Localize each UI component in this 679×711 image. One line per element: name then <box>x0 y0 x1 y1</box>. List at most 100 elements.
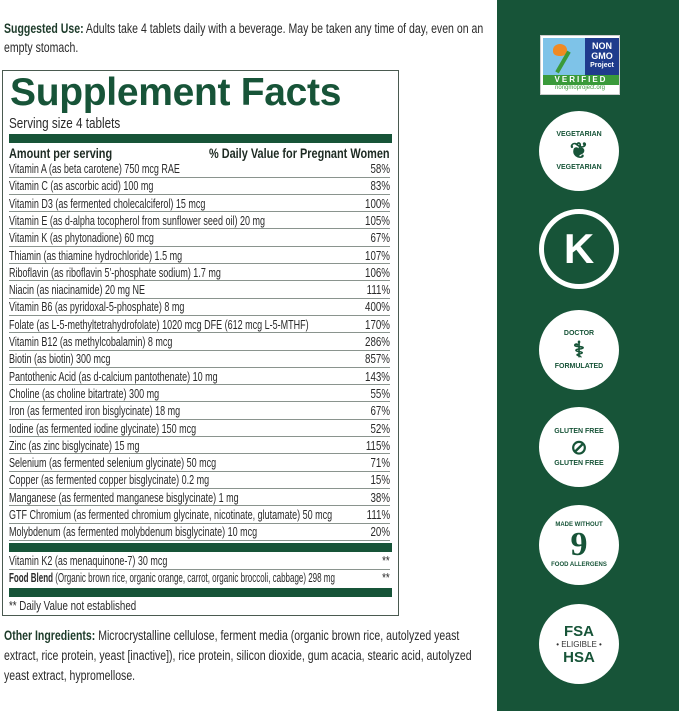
nutrient-name: Food Blend (Organic brown rice, organic … <box>9 571 335 586</box>
daily-value: 115% <box>365 438 390 453</box>
daily-value: 400% <box>365 300 390 315</box>
table-row: Vitamin C (as ascorbic acid) 100 mg 83% <box>9 179 390 195</box>
suggested-use-text: Adults take 4 tablets daily with a bever… <box>4 21 484 55</box>
nutrient-name: Biotin (as biotin) 300 mcg <box>9 352 111 367</box>
nutrient-name: Zinc (as zinc bisglycinate) 15 mg <box>9 438 140 453</box>
table-row: Vitamin B12 (as methylcobalamin) 8 mcg 28… <box>9 335 390 351</box>
daily-value: 100% <box>365 196 390 211</box>
nutrient-name: Niacin (as niacinamide) 20 mg NE <box>9 283 146 298</box>
table-row: Vitamin A (as beta carotene) 750 mcg RAE… <box>9 162 390 178</box>
nutrient-name: Vitamin A (as beta carotene) 750 mcg RAE <box>9 162 180 176</box>
nutrient-name: Pantothenic Acid (as d-calcium pantothen… <box>9 369 218 384</box>
daily-value: 67% <box>370 231 390 246</box>
daily-value: 857% <box>365 352 390 367</box>
daily-value: 67% <box>370 404 390 419</box>
daily-value: 20% <box>370 525 390 540</box>
table-row: Molybdenum (as fermented molybdenum bisg… <box>9 525 390 541</box>
other-ingredients-label: Other Ingredients: <box>4 628 96 643</box>
table-row: Manganese (as fermented manganese bisgly… <box>9 491 390 507</box>
nutrient-name: Vitamin E (as d-alpha tocopherol from su… <box>9 213 265 228</box>
table-row: Selenium (as fermented selenium glycinat… <box>9 456 390 472</box>
leaf-icon: ❦ <box>569 138 589 163</box>
non-gmo-badge: NON GMO Project VERIFIED nongmoproject.org <box>540 35 620 95</box>
daily-value: 71% <box>370 456 390 471</box>
table-row: GTF Chromium (as fermented chromium glyc… <box>9 508 390 524</box>
nutrient-name: Iodine (as fermented iodine glycinate) 1… <box>9 421 197 436</box>
supplement-facts-panel: Supplement Facts Serving size 4 tablets … <box>2 70 399 616</box>
table-row: Copper (as fermented copper bisglycinate… <box>9 473 390 489</box>
daily-value: 286% <box>365 335 390 349</box>
nutrient-name: Iron (as fermented iron bisglycinate) 18… <box>9 404 181 419</box>
footnote: ** Daily Value not established <box>9 599 137 613</box>
nutrient-name: Vitamin B12 (as methylcobalamin) 8 mcg <box>9 335 173 349</box>
table-header: Amount per serving % Daily Value for Preg… <box>9 145 390 161</box>
facts-title: Supplement Facts <box>10 71 342 114</box>
daily-value: 38% <box>370 490 390 505</box>
table-row: Thiamin (as thiamine hydrochloride) 1.5 … <box>9 248 390 264</box>
nongmo-url: nongmoproject.org <box>554 85 606 91</box>
certification-panel: NON GMO Project VERIFIED nongmoproject.org… <box>497 0 679 711</box>
daily-value: ** <box>382 571 390 585</box>
table-row: Choline (as choline bitartrate) 300 mg 55… <box>9 387 390 403</box>
nongmo-line1: NON <box>592 41 612 51</box>
food-blend-label: Food Blend <box>9 571 53 585</box>
table-row: Food Blend (Organic brown rice, organic … <box>9 571 390 587</box>
table-row: Niacin (as niacinamide) 20 mg NE 111% <box>9 283 390 299</box>
nutrient-name: Riboflavin (as riboflavin 5'-phosphate s… <box>9 265 221 280</box>
kosher-badge: K <box>539 209 619 289</box>
nutrient-name: Molybdenum (as fermented molybdenum bisg… <box>9 525 258 540</box>
doctor-formulated-badge: DOCTOR ⚕ FORMULATED <box>539 310 619 390</box>
table-row: Vitamin K2 (as menaquinone-7) 30 mcg ** <box>9 554 390 570</box>
header-dv: % Daily Value for Pregnant Women <box>209 145 390 161</box>
nutrient-name: Folate (as L-5-methyltetrahydrofolate) 1… <box>9 317 309 332</box>
other-ingredients-text: Microcrystalline cellulose, ferment medi… <box>4 628 472 683</box>
nongmo-verified: VERIFIED <box>543 75 619 85</box>
fsa-hsa-badge: FSA • ELIGIBLE • HSA <box>539 604 619 684</box>
caduceus-icon: ⚕ <box>573 337 585 362</box>
table-row: Vitamin E (as d-alpha tocopherol from su… <box>9 214 390 230</box>
table-row: Vitamin K (as phytonadione) 60 mcg 67% <box>9 231 390 247</box>
suggested-use: Suggested Use: Adults take 4 tablets dai… <box>4 19 495 57</box>
daily-value: 83% <box>370 179 390 194</box>
nutrient-name: Vitamin K (as phytonadione) 60 mcg <box>9 231 154 246</box>
daily-value: 107% <box>365 248 390 263</box>
header-amount: Amount per serving <box>9 145 113 161</box>
daily-value: 143% <box>365 369 390 384</box>
table-row: Zinc (as zinc bisglycinate) 15 mg 115% <box>9 439 390 455</box>
daily-value: 111% <box>366 283 390 298</box>
table-row: Riboflavin (as riboflavin 5'-phosphate s… <box>9 266 390 282</box>
table-row: Vitamin B6 (as pyridoxal-5-phosphate) 8 … <box>9 300 390 316</box>
nongmo-line2: GMO <box>591 51 613 61</box>
daily-value: 106% <box>365 265 390 280</box>
daily-value: 105% <box>365 213 390 228</box>
table-row: Iron (as fermented iron bisglycinate) 18… <box>9 404 390 420</box>
daily-value: 52% <box>370 421 390 436</box>
daily-value: ** <box>382 554 390 568</box>
divider-bar <box>9 588 392 597</box>
nutrient-name: Vitamin D3 (as fermented cholecalciferol… <box>9 196 206 211</box>
daily-value: 170% <box>365 317 390 332</box>
daily-value: 55% <box>370 386 390 401</box>
table-row: Folate (as L-5-methyltetrahydrofolate) 1… <box>9 318 390 334</box>
divider-bar <box>9 134 392 143</box>
nutrient-name: Manganese (as fermented manganese bisgly… <box>9 490 239 505</box>
nongmo-line3: Project <box>590 62 614 69</box>
allergen-free-badge: MADE WITHOUT 9 FOOD ALLERGENS <box>539 505 619 585</box>
gluten-free-badge: GLUTEN FREE ⊘ GLUTEN FREE <box>539 407 619 487</box>
daily-value: 15% <box>370 473 390 488</box>
nutrient-name: Vitamin B6 (as pyridoxal-5-phosphate) 8 … <box>9 300 185 315</box>
nutrient-name: Vitamin K2 (as menaquinone-7) 30 mcg <box>9 554 168 568</box>
wheat-crossed-icon: ⊘ <box>570 436 588 459</box>
vegetarian-badge: VEGETARIAN ❦ VEGETARIAN <box>539 111 619 191</box>
table-row: Biotin (as biotin) 300 mcg 857% <box>9 352 390 368</box>
divider-bar <box>9 543 392 552</box>
nutrient-name: Selenium (as fermented selenium glycinat… <box>9 456 217 471</box>
nutrient-name: Choline (as choline bitartrate) 300 mg <box>9 386 160 401</box>
serving-size: Serving size 4 tablets <box>9 115 121 132</box>
daily-value: 58% <box>370 162 390 176</box>
nutrient-name: GTF Chromium (as fermented chromium glyc… <box>9 508 333 522</box>
nutrient-name: Thiamin (as thiamine hydrochloride) 1.5 … <box>9 248 183 263</box>
other-ingredients: Other Ingredients: Microcrystalline cell… <box>4 626 495 686</box>
nutrient-name: Vitamin C (as ascorbic acid) 100 mg <box>9 179 154 194</box>
table-row: Iodine (as fermented iodine glycinate) 1… <box>9 421 390 437</box>
